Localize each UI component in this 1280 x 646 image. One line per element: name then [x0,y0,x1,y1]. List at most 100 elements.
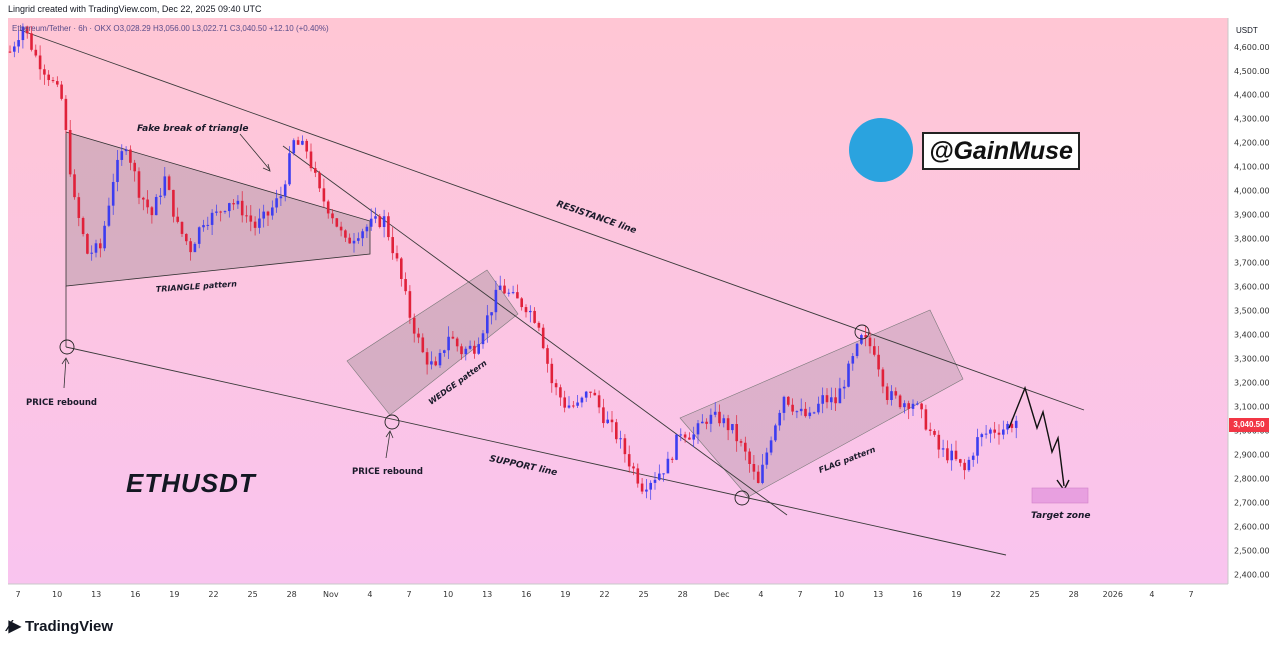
candle-up [438,352,442,366]
candle-up [989,429,992,434]
candle-down [47,74,50,81]
time-tick-label: 22 [990,590,1000,599]
candle-up [847,363,850,387]
price-tick-label: 4,100.00 [1234,163,1270,172]
time-tick-label: 10 [52,590,62,599]
candle-down [946,448,949,461]
candle-up [159,195,162,197]
candle-up [197,227,201,244]
price-tick-label: 2,500.00 [1234,546,1270,555]
candle-down [326,201,330,214]
candle-up [365,226,369,232]
candle-down [739,441,743,443]
candle-down [868,337,872,347]
candle-down [546,348,549,364]
candle-up [645,489,648,492]
candle-up [107,205,111,226]
candle-down [219,211,222,213]
candle-down [898,395,902,408]
price-axis: 4,600.00 4,500.00 4,400.00 4,300.00 4,200.00… [1234,43,1270,580]
candle-up [812,412,816,414]
rebound-arrow-2 [385,430,394,459]
candle-down [434,361,437,366]
candle-down [670,458,674,460]
candle-down [705,421,708,424]
footer-brand: TradingView [24,617,114,635]
candle-up [713,411,717,415]
time-tick-label: 4 [367,590,372,599]
candle-up [696,423,700,435]
rebound-circle-1 [59,339,75,355]
candle-up [279,196,283,199]
candle-down [928,429,932,431]
candle-up [13,46,16,52]
candle-down [997,432,1001,435]
target-zone-box [1031,487,1089,504]
candle-down [180,221,184,234]
candle-up [722,418,726,424]
price-tick-label: 2,600.00 [1234,522,1270,531]
price-tick-label: 4,400.00 [1234,91,1270,100]
time-tick-label: 13 [91,590,101,599]
rebound-label-1: PRICE rebound [26,398,97,408]
candle-down [756,471,760,483]
time-tick-label: 10 [443,590,453,599]
candle-down [787,396,790,405]
time-axis: 7 10 13 16 19 22 25 28 Nov 4 7 10 13 16 19 22 25 28 Dec 4 7 1… [15,590,1193,599]
currency-label[interactable]: USDT [1236,26,1258,35]
price-tick-label: 3,300.00 [1234,355,1270,364]
price-tick-label: 4,300.00 [1234,115,1270,124]
candle-down [563,397,566,408]
time-tick-label: Dec [714,590,729,599]
candle-up [1002,429,1005,435]
candle-up [154,196,158,216]
price-tick-label: 2,400.00 [1234,570,1270,579]
candle-down [245,215,248,217]
candle-up [498,285,502,290]
candle-up [778,412,781,426]
candle-up [361,231,364,239]
candle-up [258,218,261,228]
time-tick-label: 4 [1149,590,1154,599]
candle-up [443,350,446,353]
time-tick-label: 22 [208,590,218,599]
candle-up [830,397,833,403]
candle-down [636,468,640,484]
candle-down [266,211,270,216]
rebound-label-2: PRICE rebound [352,467,423,477]
candle-down [937,434,941,450]
telegram-handle[interactable]: @GainMuse [922,132,1080,170]
candle-up [653,479,657,483]
candle-down [81,217,85,235]
candle-down [1010,423,1014,428]
price-tick-label: 4,600.00 [1234,43,1270,52]
price-tick-label: 3,600.00 [1234,283,1270,292]
candle-down [688,437,691,440]
candle-down [804,408,807,417]
candle-down [142,197,145,200]
candle-down [726,418,730,431]
candle-up [490,312,493,316]
telegram-circle [849,118,913,182]
candle-down [959,459,962,463]
time-tick-label: 7 [406,590,411,599]
ticker-label: ETHUSDT [126,468,256,498]
candle-up [111,181,115,206]
time-tick-label: 19 [560,590,570,599]
candle-up [223,211,227,213]
candle-down [460,346,463,355]
time-tick-label: Nov [323,590,339,599]
candle-up [447,336,450,351]
tradingview-footer[interactable]: ⁄▶ TradingView [8,616,113,636]
candle-up [606,419,609,424]
fake-break-arrow [239,133,271,172]
chart-background [8,18,1228,584]
candle-up [271,207,274,216]
candle-up [890,391,893,401]
candle-up [382,216,386,228]
candle-down [185,233,188,242]
time-tick-label: 7 [15,590,20,599]
candle-up [477,344,480,354]
candle-down [425,352,429,365]
